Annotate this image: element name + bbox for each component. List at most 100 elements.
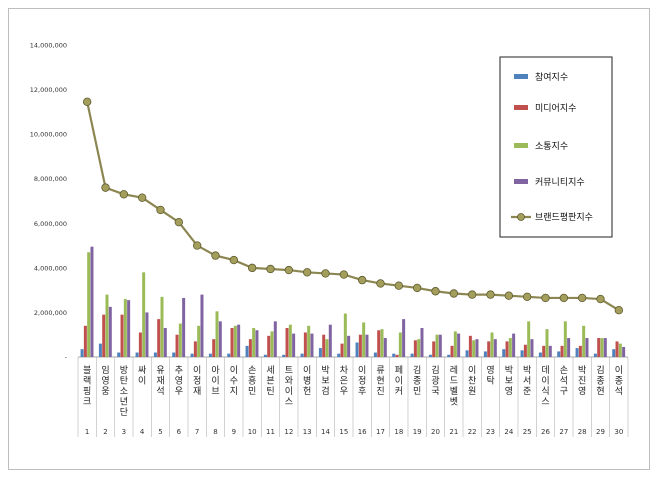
y-tick-label: - xyxy=(65,354,68,362)
bars xyxy=(80,246,626,357)
bar-소통지수 xyxy=(563,321,567,357)
bar-소통지수 xyxy=(417,339,421,357)
bar-소통지수 xyxy=(87,252,91,357)
legend-label: 커뮤니티지수 xyxy=(535,177,585,188)
y-tick-label: 10,000,000 xyxy=(30,131,67,139)
line-point xyxy=(321,269,330,278)
bar-참여지수 xyxy=(80,349,84,357)
legend-swatch xyxy=(514,74,528,79)
category-number: 22 xyxy=(468,428,477,436)
bar-커뮤니티지수 xyxy=(218,321,222,357)
bar-미디어지수 xyxy=(542,345,546,357)
category-number: 13 xyxy=(303,428,312,436)
bar-소통지수 xyxy=(123,299,127,357)
bar-커뮤니티지수 xyxy=(127,300,131,357)
category-number: 7 xyxy=(195,428,199,436)
line-series xyxy=(82,97,624,315)
line-point xyxy=(82,97,92,107)
bar-참여지수 xyxy=(318,348,322,357)
category-number: 17 xyxy=(376,428,385,436)
category-number: 2 xyxy=(103,428,107,436)
bar-커뮤니티지수 xyxy=(292,333,296,357)
bar-소통지수 xyxy=(288,324,292,357)
legend-label: 참여지수 xyxy=(535,71,568,83)
bar-커뮤니티지수 xyxy=(603,338,607,357)
bar-미디어지수 xyxy=(267,335,271,357)
bar-참여지수 xyxy=(355,342,359,357)
line-point xyxy=(247,263,257,273)
bar-소통지수 xyxy=(527,321,531,357)
line-point xyxy=(266,264,275,274)
bar-참여지수 xyxy=(300,353,304,357)
bar-소통지수 xyxy=(252,328,256,357)
bar-미디어지수 xyxy=(377,330,381,357)
y-tick-label: 4,000,000 xyxy=(34,264,67,272)
category-number: 20 xyxy=(431,428,440,436)
bar-소통지수 xyxy=(215,311,219,357)
category-number: 11 xyxy=(266,428,275,436)
category-number: 26 xyxy=(541,428,550,436)
line-point xyxy=(467,290,477,299)
bar-소통지수 xyxy=(545,329,549,357)
bar-소통지수 xyxy=(472,340,476,357)
category-number: 3 xyxy=(122,428,126,436)
line-point xyxy=(284,265,294,275)
line-point xyxy=(339,270,349,279)
bar-미디어지수 xyxy=(597,338,601,357)
line-point xyxy=(211,251,220,260)
bar-소통지수 xyxy=(178,323,182,357)
line-point xyxy=(229,255,239,265)
bar-커뮤니티지수 xyxy=(493,339,497,357)
bar-참여지수 xyxy=(447,354,451,357)
bar-소통지수 xyxy=(233,325,237,357)
bar-커뮤니티지수 xyxy=(90,246,94,357)
bar-참여지수 xyxy=(282,354,286,357)
line-point xyxy=(449,289,459,298)
bar-커뮤니티지수 xyxy=(420,328,424,357)
bar-참여지수 xyxy=(502,349,506,357)
bar-커뮤니티지수 xyxy=(200,294,204,357)
line-point xyxy=(596,294,605,304)
category-number: 19 xyxy=(413,428,422,436)
category-labels: 블 랙 핑 크 1 임 영 웅 2 방 탄 소 년 단 3 싸 이 4 유 재 석 5 추 영 우 6 이 정 재 7 아 이 브 8 이 수 지 9 손 흥… xyxy=(83,364,623,436)
bar-참여지수 xyxy=(410,353,414,357)
bar-소통지수 xyxy=(490,332,494,357)
y-tick-label: 6,000,000 xyxy=(34,220,67,228)
category-number: 21 xyxy=(449,428,458,436)
bar-미디어지수 xyxy=(212,339,216,357)
line-point xyxy=(431,287,440,296)
bar-소통지수 xyxy=(160,296,164,357)
bar-미디어지수 xyxy=(468,335,472,357)
bar-미디어지수 xyxy=(578,345,582,357)
bar-소통지수 xyxy=(142,272,146,357)
legend-swatch xyxy=(514,143,528,148)
bar-미디어지수 xyxy=(505,341,509,357)
bar-미디어지수 xyxy=(523,344,527,357)
category-number: 12 xyxy=(284,428,293,436)
category-number: 5 xyxy=(158,428,162,436)
line-point xyxy=(412,283,422,293)
bar-커뮤니티지수 xyxy=(438,334,442,357)
bar-커뮤니티지수 xyxy=(567,338,571,357)
bar-미디어지수 xyxy=(230,328,234,357)
line-point xyxy=(192,241,202,250)
bar-커뮤니티지수 xyxy=(475,339,479,357)
line-point xyxy=(394,281,404,290)
category-number: 9 xyxy=(232,428,236,436)
bar-참여지수 xyxy=(392,353,396,357)
